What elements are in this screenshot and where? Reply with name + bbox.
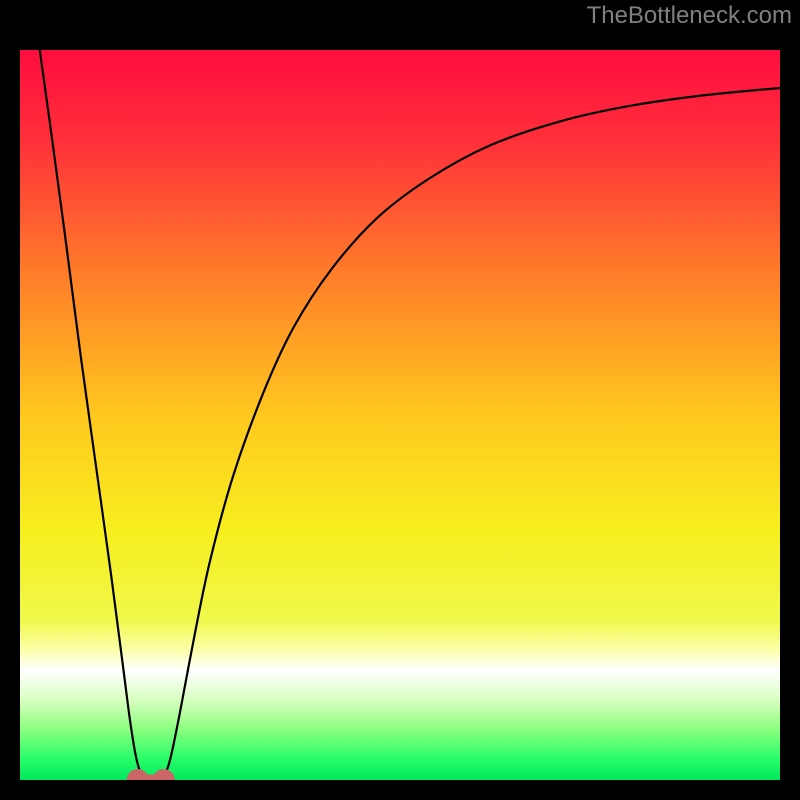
frame-border-bottom [0, 780, 800, 800]
frame-border-left [0, 30, 20, 800]
bottleneck-chart [20, 50, 780, 780]
gradient-background [20, 50, 780, 780]
frame-border-top [0, 30, 800, 50]
chart-svg [20, 50, 780, 780]
frame-border-right [780, 30, 800, 800]
watermark-text: TheBottleneck.com [587, 2, 792, 30]
